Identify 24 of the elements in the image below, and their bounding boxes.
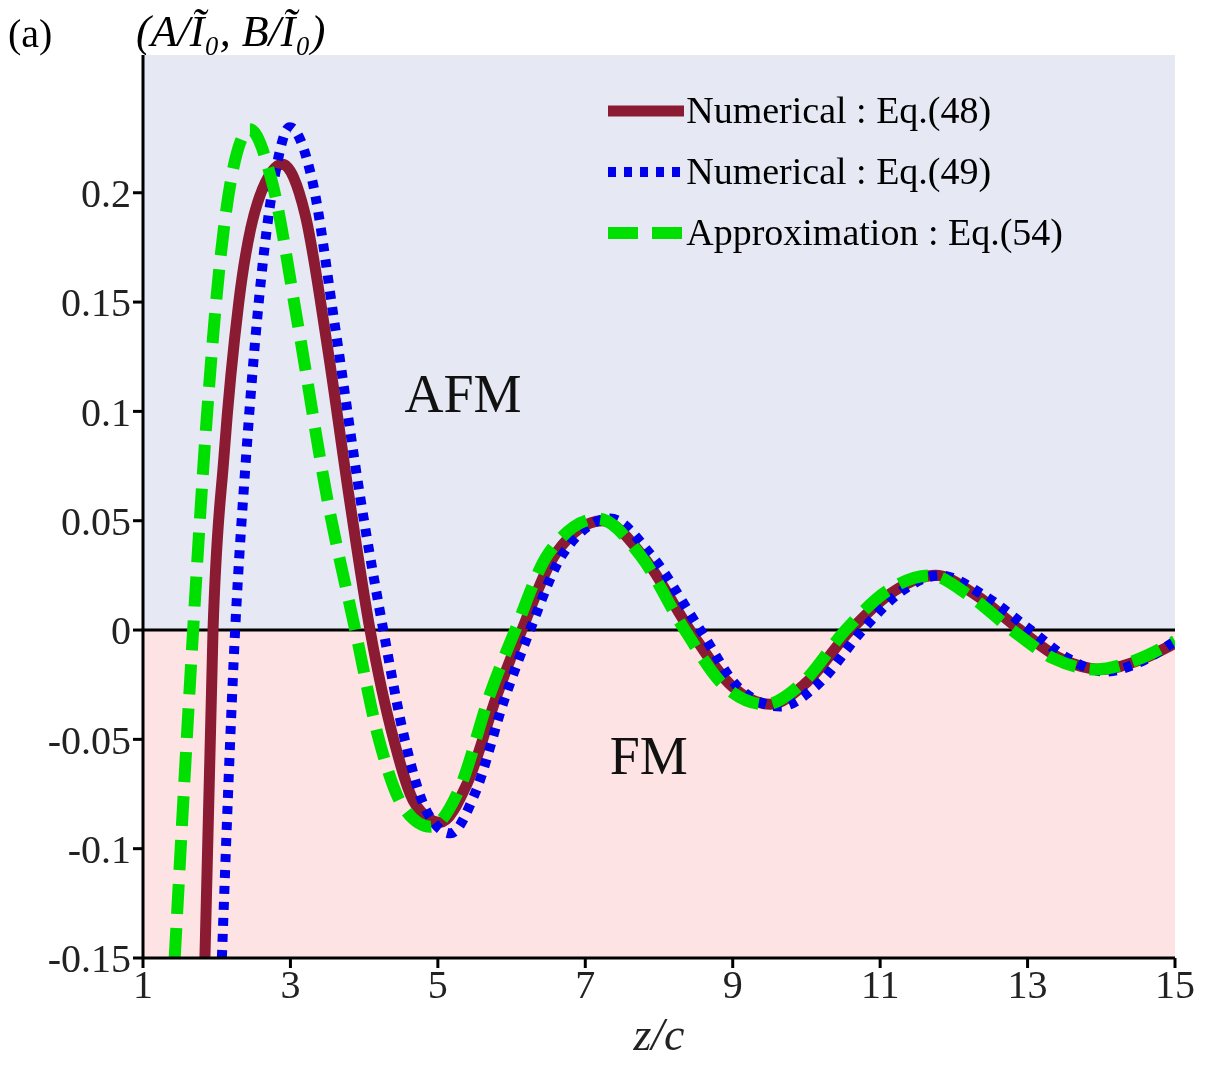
x-tick-label: 1 (133, 962, 153, 1008)
legend-label: Approximation : Eq.(54) (686, 210, 1063, 255)
x-tick-label: 5 (427, 962, 448, 1008)
x-axis-title: z/c (632, 1009, 685, 1060)
y-tick-label: 0 (111, 608, 131, 654)
x-tick-label: 3 (280, 962, 301, 1008)
legend-label: Numerical : Eq.(48) (686, 88, 992, 133)
y-tick-label: 0.2 (81, 170, 131, 216)
y-axis-title: (A/Ĩ₀, B/Ĩ₀) (136, 6, 326, 57)
y-tick-label: 0.15 (61, 280, 131, 326)
y-tick-label: 0.1 (81, 389, 131, 435)
x-tick-label: 15 (1155, 962, 1195, 1008)
text: (a) (8, 10, 53, 57)
y-tick-label: -0.05 (47, 717, 131, 763)
x-tick-label: 11 (860, 962, 900, 1008)
band-label: AFM (404, 363, 522, 424)
x-tick-label: 7 (575, 962, 596, 1008)
y-tick-label: 0.05 (61, 498, 131, 544)
band-label: FM (609, 726, 688, 787)
y-tick-label: -0.1 (67, 826, 131, 872)
x-tick-label: 9 (722, 962, 743, 1008)
y-tick-label: -0.15 (47, 936, 131, 982)
legend-label: Numerical : Eq.(49) (686, 149, 992, 194)
x-tick-label: 13 (1007, 962, 1048, 1008)
